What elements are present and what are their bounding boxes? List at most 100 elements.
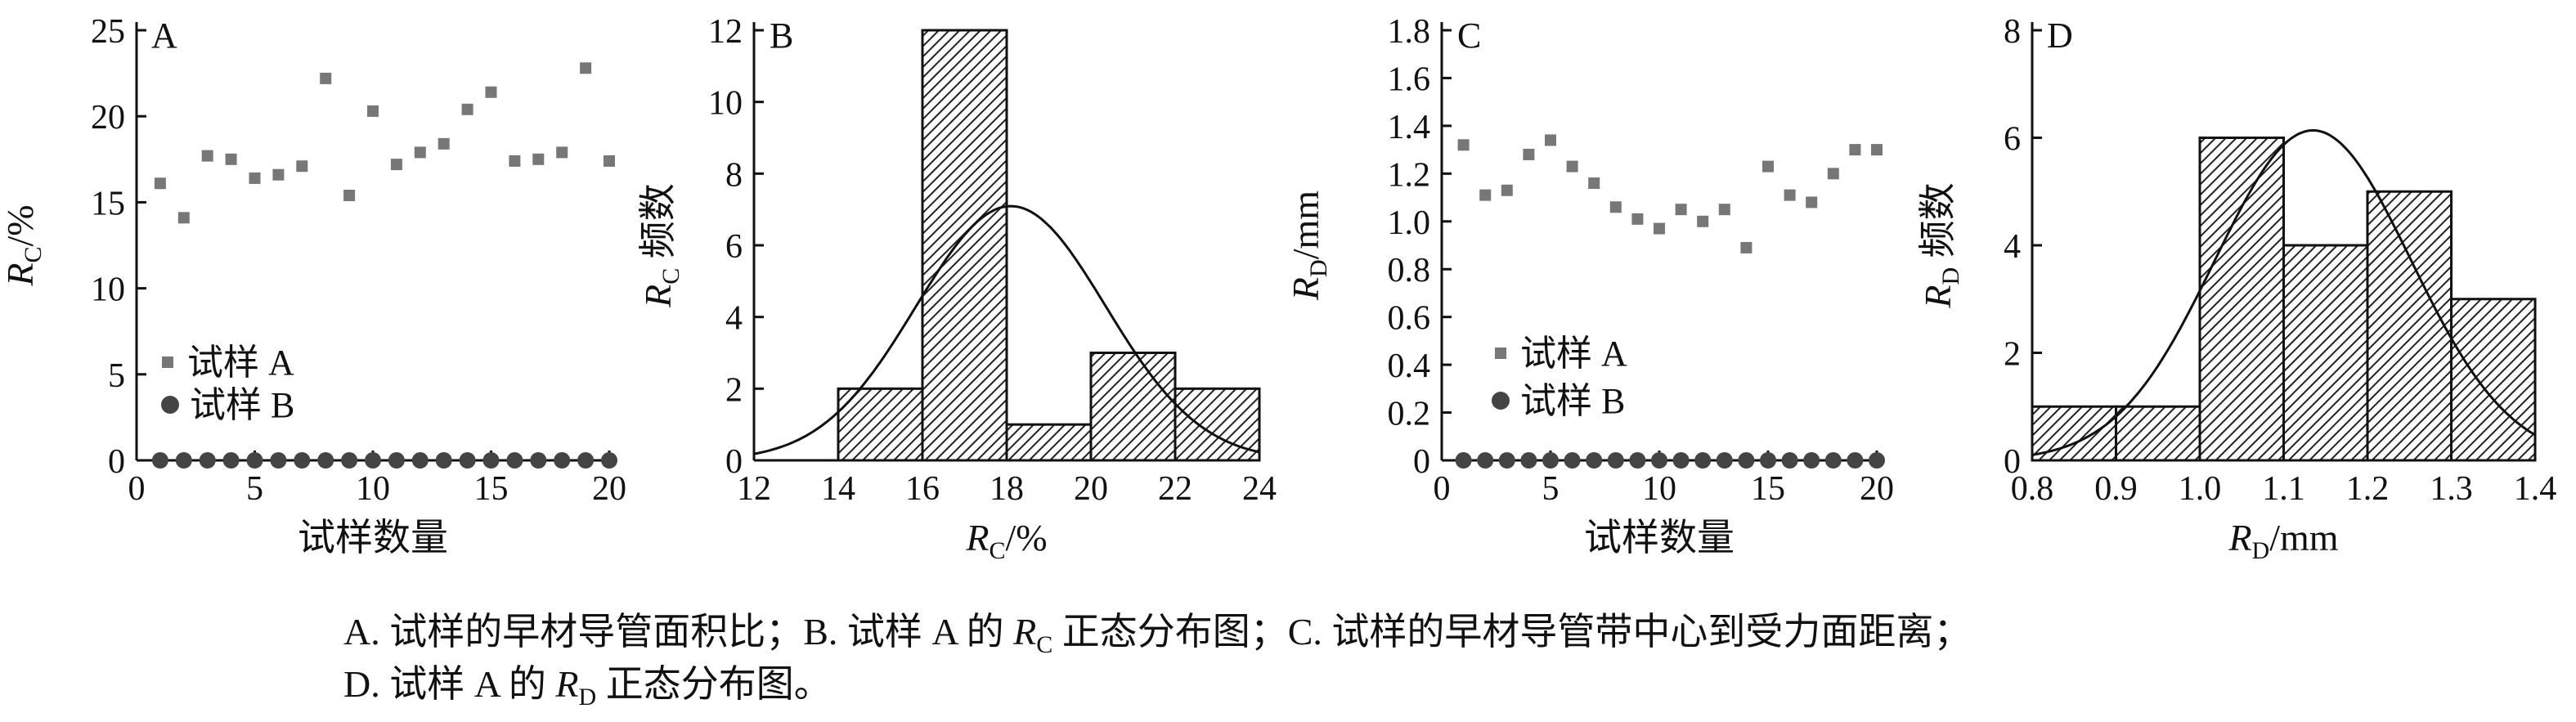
data-point-circle bbox=[175, 452, 192, 469]
y-axis-label-unit: 频数 bbox=[1917, 182, 1959, 267]
caption-text: 正态分布图。 bbox=[596, 663, 832, 705]
y-axis-label: RD 频数 bbox=[1917, 182, 1964, 308]
y-axis-label-sub: C bbox=[657, 268, 684, 285]
data-point-circle bbox=[1498, 452, 1515, 469]
data-point-circle bbox=[1738, 452, 1755, 469]
legend-marker-square bbox=[162, 357, 173, 368]
x-axis-label-unit: /% bbox=[1006, 517, 1048, 558]
data-point-circle bbox=[317, 452, 334, 469]
x-tick-label: 0 bbox=[1434, 470, 1451, 508]
data-point-square bbox=[1762, 160, 1774, 173]
y-tick-label: 25 bbox=[91, 13, 125, 51]
data-point-square bbox=[1740, 241, 1752, 253]
y-axis-label: RC/% bbox=[0, 204, 47, 286]
data-point-square bbox=[272, 168, 285, 181]
caption-var: R bbox=[555, 663, 579, 705]
caption-text: D. 试样 A 的 bbox=[343, 663, 556, 705]
data-point-circle bbox=[459, 452, 476, 469]
data-point-circle bbox=[1716, 452, 1733, 469]
legend-label: 试样 B bbox=[1520, 381, 1625, 421]
histogram-bar bbox=[2450, 298, 2537, 462]
histogram-bar bbox=[2115, 405, 2201, 462]
data-point-square bbox=[225, 153, 237, 165]
data-point-circle bbox=[1477, 452, 1494, 469]
y-tick-label: 1.6 bbox=[1388, 61, 1431, 98]
data-point-square bbox=[1545, 134, 1556, 146]
panel-letter: D bbox=[2047, 16, 2073, 56]
legend-label: 试样 A bbox=[187, 343, 294, 383]
y-axis-label-sub: D bbox=[1937, 267, 1964, 285]
caption-text: 正态分布图；C. 试样的早材导管带中心到受力面距离； bbox=[1052, 611, 1972, 652]
data-point-circle bbox=[506, 452, 523, 469]
histogram-bar bbox=[2366, 190, 2453, 462]
x-tick-label: 10 bbox=[1642, 470, 1676, 508]
data-point-circle bbox=[1564, 452, 1581, 469]
y-axis-label-sub: C bbox=[20, 246, 47, 262]
histogram-bar bbox=[2198, 137, 2285, 462]
panel-c-scatter-chart: 00.20.40.60.81.01.21.41.61.80 5 10 15 20CRD/… bbox=[1285, 13, 1894, 558]
data-point-circle bbox=[1803, 452, 1820, 469]
legend-label: 试样 B bbox=[190, 385, 294, 425]
data-point-square bbox=[1501, 184, 1513, 196]
panel-letter: A bbox=[151, 16, 177, 56]
x-axis-label: 试样数量 bbox=[298, 517, 448, 558]
y-axis-label-var: R bbox=[0, 263, 41, 287]
data-point-circle bbox=[411, 452, 429, 469]
y-tick-label: 0.4 bbox=[1388, 348, 1431, 385]
figure-caption-line-1: A. 试样的早材导管面积比；B. 试样 A 的 RC 正态分布图；C. 试样的早… bbox=[343, 602, 1971, 659]
data-point-square bbox=[438, 137, 450, 150]
data-point-square bbox=[1849, 144, 1861, 156]
data-point-square bbox=[1631, 213, 1644, 225]
y-tick-label: 0 bbox=[725, 443, 743, 481]
y-axis-label-unit: 频数 bbox=[637, 183, 679, 268]
data-point-circle bbox=[365, 452, 381, 469]
x-tick-label: 1.0 bbox=[2179, 470, 2222, 508]
data-point-square bbox=[1523, 148, 1535, 160]
y-tick-label: 0.8 bbox=[1388, 252, 1431, 289]
data-point-square bbox=[1654, 222, 1665, 235]
data-point-circle bbox=[1847, 452, 1864, 469]
y-tick-label: 8 bbox=[725, 156, 743, 194]
data-point-circle bbox=[601, 452, 617, 469]
data-point-circle bbox=[1651, 452, 1667, 469]
x-tick-label: 22 bbox=[1158, 470, 1192, 508]
data-point-square bbox=[461, 103, 473, 115]
y-axis-label-sub: D bbox=[1305, 259, 1332, 277]
y-tick-label: 10 bbox=[91, 271, 125, 309]
x-tick-label: 24 bbox=[1242, 470, 1277, 508]
y-axis-label-var: R bbox=[1285, 277, 1326, 301]
x-tick-label: 1.1 bbox=[2262, 470, 2305, 508]
data-point-square bbox=[154, 177, 166, 190]
x-tick-label: 0.9 bbox=[2094, 470, 2138, 508]
x-tick-label: 5 bbox=[1542, 470, 1560, 508]
x-axis-label-var: R bbox=[965, 517, 989, 558]
y-tick-label: 1.4 bbox=[1388, 109, 1431, 146]
data-point-square bbox=[1697, 215, 1709, 227]
data-point-square bbox=[1718, 204, 1730, 216]
data-point-square bbox=[1457, 139, 1470, 151]
data-point-circle bbox=[151, 452, 168, 469]
legend-marker-circle bbox=[1492, 392, 1510, 410]
y-tick-label: 5 bbox=[108, 357, 125, 395]
data-point-circle bbox=[1542, 452, 1559, 469]
data-point-circle bbox=[1760, 452, 1776, 469]
data-point-square bbox=[1675, 204, 1687, 216]
data-point-circle bbox=[435, 452, 452, 469]
data-point-circle bbox=[199, 452, 216, 469]
data-point-square bbox=[320, 72, 332, 84]
y-tick-label: 20 bbox=[91, 99, 125, 137]
normal-distribution-curve bbox=[2031, 129, 2536, 456]
y-tick-label: 0.2 bbox=[1388, 396, 1431, 433]
x-tick-label: 5 bbox=[246, 470, 263, 508]
data-point-square bbox=[580, 62, 592, 74]
data-point-square bbox=[414, 146, 426, 159]
data-point-circle bbox=[246, 452, 263, 469]
x-tick-label: 20 bbox=[592, 470, 626, 508]
y-tick-label: 8 bbox=[2004, 13, 2021, 51]
data-point-square bbox=[343, 189, 356, 201]
x-axis-label-sub: C bbox=[989, 537, 1005, 564]
data-point-square bbox=[1871, 144, 1883, 156]
x-tick-label: 15 bbox=[474, 470, 509, 508]
x-tick-label: 15 bbox=[1751, 470, 1785, 508]
